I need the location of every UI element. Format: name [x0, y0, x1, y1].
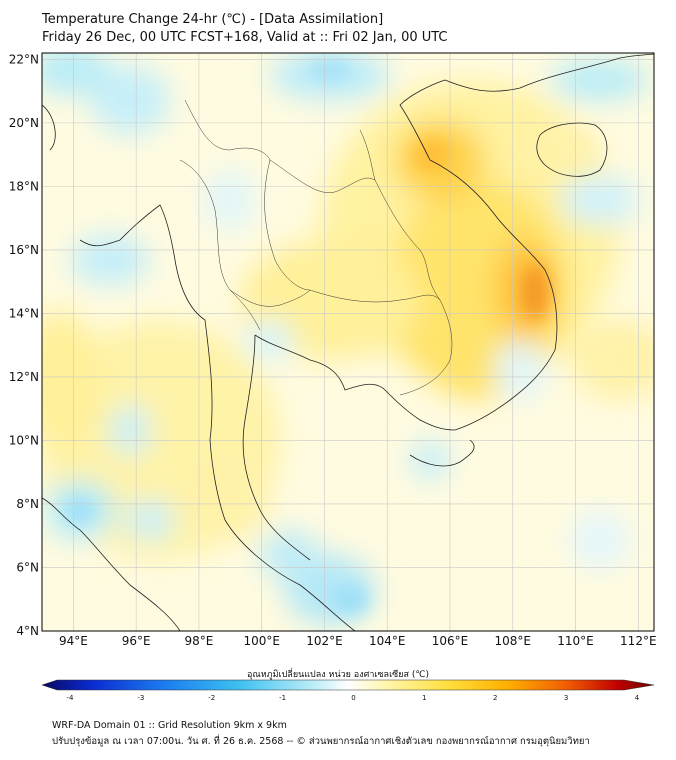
lon-tick-label: 108°E — [495, 634, 532, 648]
lon-tick-label: 110°E — [557, 634, 594, 648]
colorbar-tick-label: -4 — [67, 694, 75, 702]
lat-lon-gridlines — [42, 53, 654, 631]
lat-tick-label: 14°N — [9, 306, 39, 320]
lon-tick-label: 96°E — [122, 634, 151, 648]
lon-tick-label: 106°E — [432, 634, 469, 648]
lat-tick-label: 12°N — [9, 370, 39, 384]
colorbar-tick-label: 0 — [351, 694, 355, 702]
lon-tick-label: 102°E — [306, 634, 343, 648]
lon-tick-label: 100°E — [243, 634, 280, 648]
map-title: Temperature Change 24-hr (℃) - [Data Ass… — [42, 12, 384, 27]
colorbar-tick-label: -1 — [279, 694, 286, 702]
lon-tick-label: 104°E — [369, 634, 406, 648]
coastlines — [42, 53, 654, 631]
footer-model-info: WRF-DA Domain 01 :: Grid Resolution 9km … — [52, 720, 287, 731]
footer-update-info: ปรับปรุงข้อมูล ณ เวลา 07:00น. วัน ศ. ที่… — [52, 736, 590, 747]
map-subtitle: Friday 26 Dec, 00 UTC FCST+168, Valid at… — [42, 30, 448, 45]
colorbar-label: อุณหภูมิเปลี่ยนแปลง หน่วย องศาเซลเซียส (… — [246, 670, 430, 680]
plot-frame — [41, 52, 655, 632]
colorbar-tick-label: 3 — [564, 694, 568, 702]
lat-tick-labels: 22°N 20°N 18°N 16°N 14°N 12°N 10°N 8°N 6°N 4°N — [9, 52, 39, 638]
colorbar-tick-label: 4 — [635, 694, 640, 702]
lat-tick-label: 22°N — [9, 52, 39, 66]
colorbar-tick-label: -3 — [137, 694, 144, 702]
country-borders — [179, 99, 453, 396]
colorbar-tick-label: -2 — [208, 694, 215, 702]
colorbar-tick-label: 1 — [422, 694, 426, 702]
colorbar-tick-labels: -4 -3 -2 -1 0 1 2 3 4 — [67, 694, 640, 702]
temperature-field — [42, 53, 654, 631]
lat-tick-label: 20°N — [9, 116, 39, 130]
lat-tick-label: 8°N — [16, 497, 39, 511]
lat-tick-label: 16°N — [9, 243, 39, 257]
lon-tick-label: 112°E — [620, 634, 657, 648]
lat-tick-label: 18°N — [9, 179, 39, 193]
lon-tick-labels: 94°E 96°E 98°E 100°E 102°E 104°E 106°E 108°E 110… — [59, 634, 657, 648]
lat-tick-label: 6°N — [16, 560, 39, 574]
lon-tick-label: 98°E — [184, 634, 213, 648]
lon-tick-label: 94°E — [59, 634, 88, 648]
colorbar-tick-label: 2 — [493, 694, 497, 702]
colorbar — [41, 679, 655, 691]
lat-tick-label: 4°N — [16, 624, 39, 638]
lat-tick-label: 10°N — [9, 433, 39, 447]
